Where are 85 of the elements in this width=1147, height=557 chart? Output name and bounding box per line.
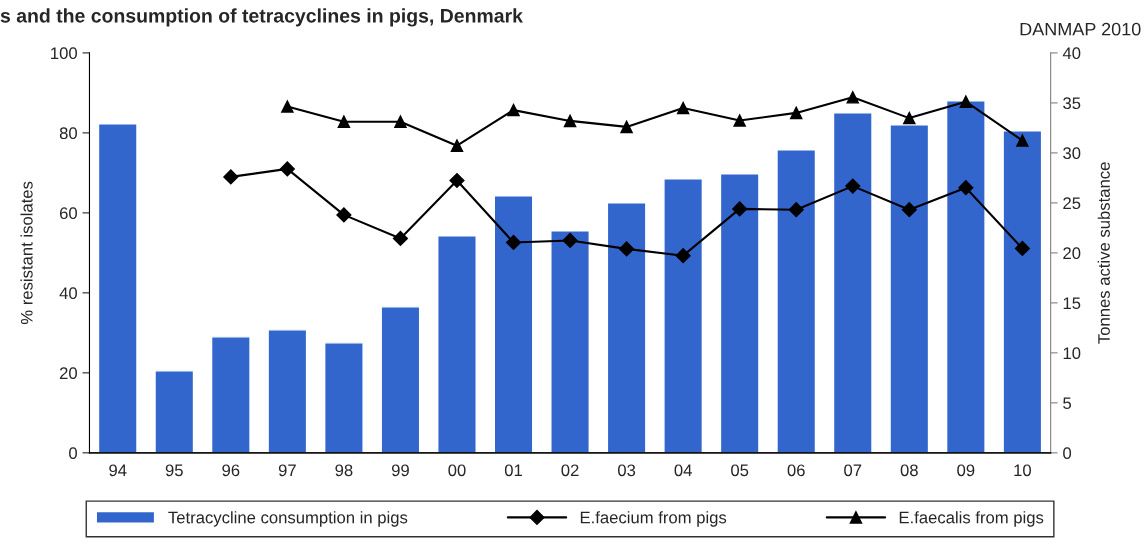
y2-tick-label: 25 [1063,197,1081,210]
point [1016,134,1029,147]
y-tick-label: 0 [69,447,78,460]
bar [945,100,986,453]
y2-axis-title: Tonnes active substance [1097,162,1110,344]
x-tick-label: 98 [335,464,353,477]
text: DANMAP 2010 [1020,22,1141,36]
x-tick-label: 95 [165,464,183,477]
point [450,139,464,152]
point [392,230,409,247]
legend-label: E.faecalis from pigs [899,511,1044,527]
point [562,232,578,249]
point [789,106,803,120]
point [846,91,860,104]
point [732,201,748,217]
x-tick-label: 08 [900,464,918,477]
legend-label: E.faecium from pigs [580,511,727,527]
y-tick-label: 100 [51,47,78,60]
x-tick-label: 94 [109,464,127,477]
y2-tick-label: 5 [1063,397,1072,410]
x-tick-label: 01 [504,464,522,477]
y2-tick-label: 0 [1063,447,1072,460]
point [336,207,352,223]
bar [550,230,590,453]
point [959,95,973,108]
point [676,101,690,115]
point [505,234,522,251]
bar [97,123,138,453]
x-tick-label: 00 [448,464,466,477]
x-tick-label: 03 [617,464,636,477]
point [788,202,804,218]
y-tick-label: 60 [59,207,78,220]
y2-tick-label: 20 [1063,247,1081,260]
x-tick-label: 07 [844,464,862,477]
bar [832,112,873,453]
x-tick-label: 02 [561,464,579,477]
point [901,202,917,218]
y-tick-label: 20 [59,367,78,380]
bar [776,149,817,453]
point [675,248,691,264]
x-tick-label: 97 [278,464,296,477]
bar [267,329,308,453]
y2-tick-label: 35 [1063,97,1081,110]
x-tick-label: 06 [787,464,805,477]
point [337,115,351,128]
bar [380,306,421,453]
point [507,103,520,117]
point [563,114,577,128]
legend-label: Tetracycline consumption in pigs [168,511,408,527]
point [845,178,861,194]
point [394,115,407,128]
bar [606,202,647,453]
point [619,241,635,257]
point [733,114,746,127]
x-tick-label: 09 [957,464,975,477]
point [903,111,916,125]
point [223,169,239,185]
point [281,100,294,113]
point [1014,240,1030,257]
bar [493,195,534,453]
y2-tick-label: 40 [1062,47,1081,60]
bar [323,342,364,453]
x-tick-label: 04 [674,464,692,477]
x-tick-label: 05 [731,464,749,477]
bar [663,178,704,453]
y2-tick-label: 15 [1063,297,1081,310]
y2-tick-label: 10 [1063,347,1081,360]
point [449,172,465,189]
point [620,120,633,134]
chart-title: s and the consumption of tetracyclines in pigs, Denmark [0,8,523,27]
x-tick-label: 96 [222,464,240,477]
x-tick-label: 99 [391,464,409,477]
point [279,161,295,177]
y-tick-label: 40 [59,287,78,300]
bar [154,370,195,453]
y2-tick-label: 30 [1063,147,1081,160]
point [958,180,974,196]
y-tick-label: 80 [59,127,78,140]
x-tick-label: 10 [1014,464,1031,477]
bar [1002,130,1043,453]
bar [889,124,930,453]
y-axis-title: % resistant isolates [20,181,33,325]
bar [719,173,760,453]
bar [210,336,251,453]
bar [437,235,477,453]
